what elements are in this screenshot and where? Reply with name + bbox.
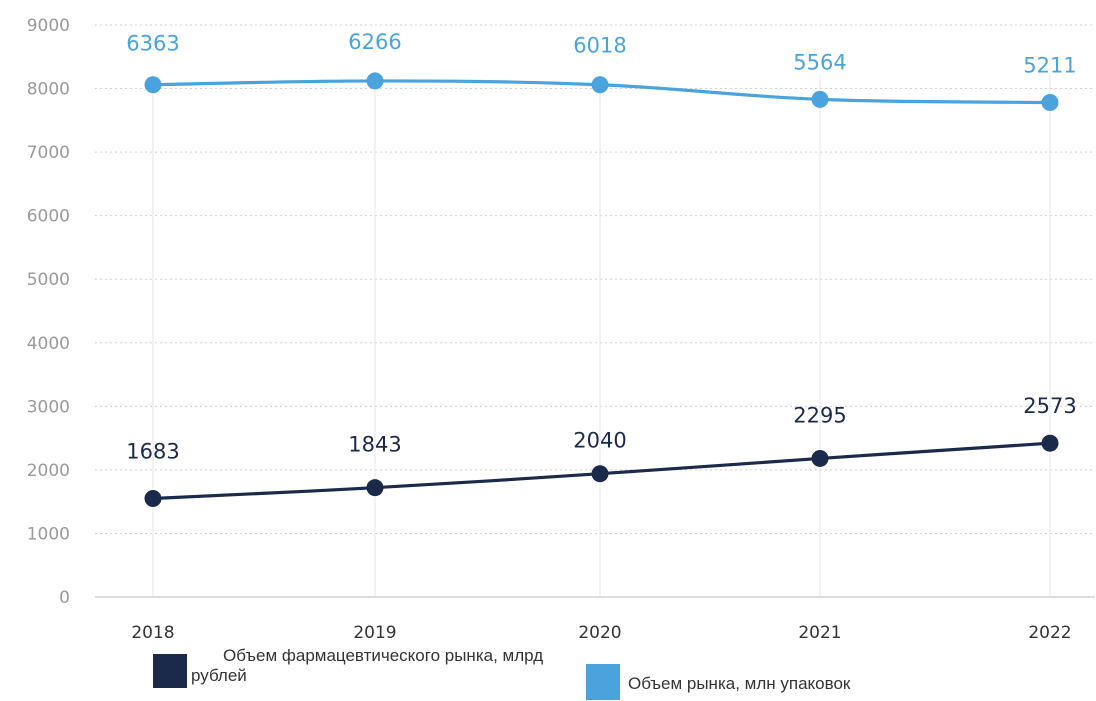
x-tick-label: 2022 — [1028, 623, 1071, 643]
data-label: 1843 — [348, 433, 401, 457]
y-axis: 0 1000 2000 3000 4000 5000 6000 7000 8000 9000 — [27, 16, 70, 608]
data-point — [1041, 94, 1059, 112]
data-label: 5211 — [1023, 54, 1076, 78]
legend-item-pharma-market: Объем фармацевтического рынка, млрд рубл… — [153, 646, 543, 690]
data-label: 2573 — [1023, 394, 1076, 418]
data-point — [811, 449, 829, 467]
series-layer: 1683 1843 2040 2295 2573 6363 6266 6018 5564 5211 — [126, 30, 1077, 507]
data-label: 6018 — [573, 34, 626, 58]
data-label: 6266 — [348, 30, 401, 54]
y-tick-label: 6000 — [27, 207, 70, 227]
data-point — [144, 76, 162, 94]
data-label: 6363 — [126, 32, 179, 56]
y-tick-label: 0 — [59, 588, 70, 608]
data-point — [591, 465, 609, 483]
line-chart: 0 1000 2000 3000 4000 5000 6000 7000 8000 9000 20… — [27, 16, 1095, 643]
y-tick-label: 3000 — [27, 397, 70, 417]
legend-label-packages: Объем рынка, млн упаковок — [628, 674, 851, 693]
y-tick-label: 9000 — [27, 16, 70, 36]
y-tick-label: 7000 — [27, 143, 70, 163]
data-point — [591, 76, 609, 94]
y-tick-label: 4000 — [27, 334, 70, 354]
data-label: 5564 — [793, 50, 846, 74]
data-point — [1041, 434, 1059, 452]
legend: Объем фармацевтического рынка, млрд рубл… — [0, 646, 1096, 701]
x-tick-label: 2021 — [798, 623, 841, 643]
legend-label-line2: рублей — [191, 666, 247, 685]
y-tick-label: 5000 — [27, 270, 70, 290]
x-tick-label: 2018 — [131, 623, 174, 643]
data-point — [811, 90, 829, 108]
y-tick-label: 1000 — [27, 524, 70, 544]
legend-swatch-dark — [153, 654, 187, 688]
data-point — [366, 72, 384, 90]
data-point — [144, 489, 162, 507]
y-tick-label: 2000 — [27, 461, 70, 481]
grid-lines — [95, 24, 1095, 598]
x-tick-label: 2020 — [578, 623, 621, 643]
x-tick-label: 2019 — [353, 623, 396, 643]
data-label: 2295 — [793, 403, 846, 427]
legend-label-pharma-market: Объем фармацевтического рынка, млрд рубл… — [189, 646, 543, 690]
legend-label-line1: Объем фармацевтического рынка, млрд — [223, 646, 544, 665]
data-label: 1683 — [126, 439, 179, 463]
data-point — [366, 479, 384, 497]
legend-swatch-light — [586, 664, 620, 700]
data-label: 2040 — [573, 429, 626, 453]
legend-item-packages: Объем рынка, млн упаковок — [586, 664, 850, 700]
y-tick-label: 8000 — [27, 80, 70, 100]
x-axis: 2018 2019 2020 2021 2022 — [131, 623, 1071, 643]
